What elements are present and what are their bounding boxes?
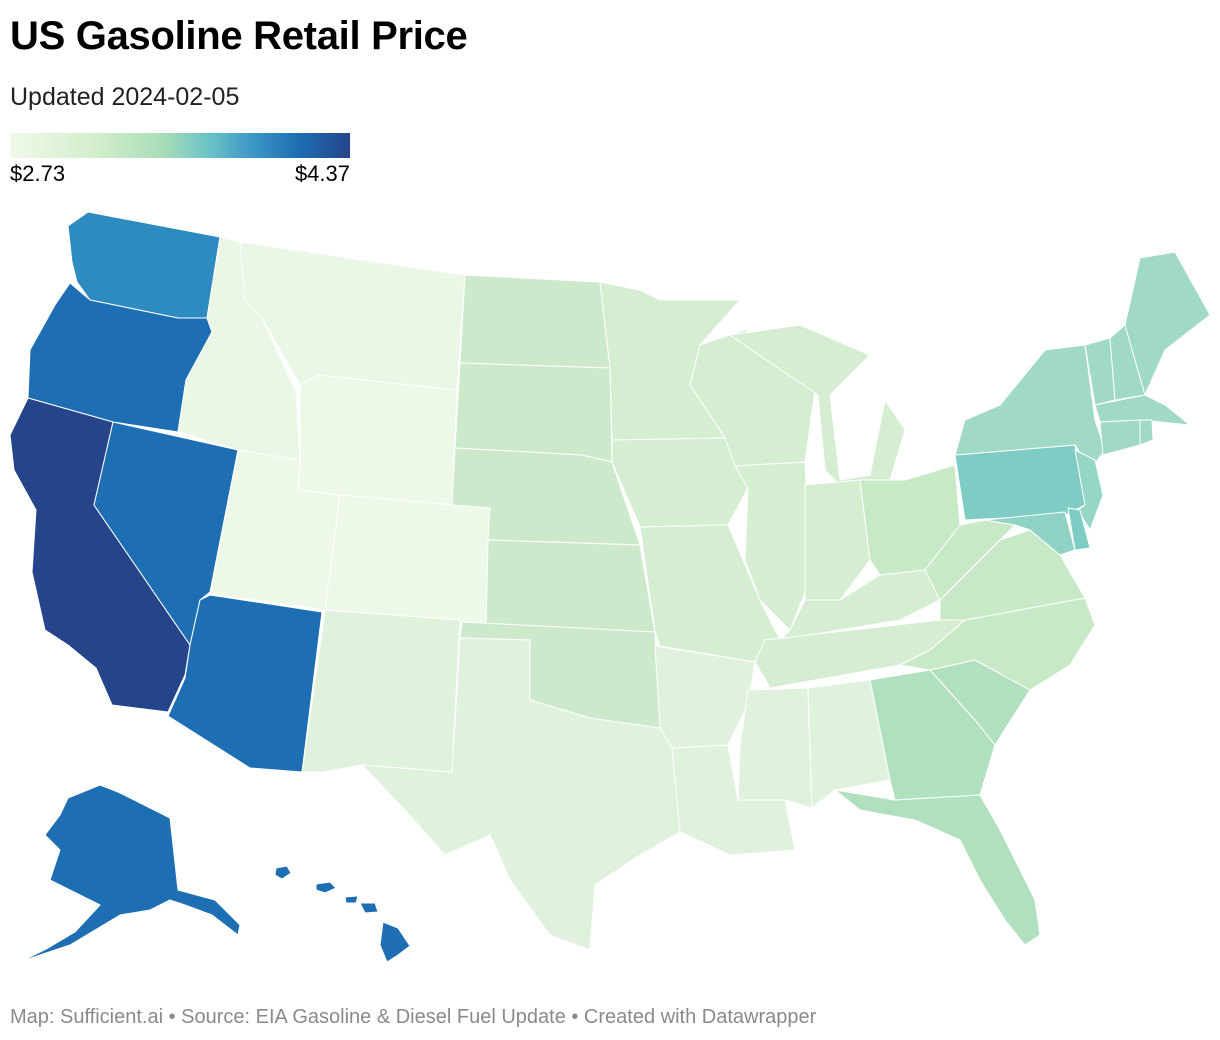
state-nc[interactable] [899, 597, 1096, 691]
state-hi[interactable] [274, 865, 411, 963]
attribution-footer: Map: Sufficient.ai • Source: EIA Gasolin… [10, 1006, 817, 1028]
state-ia[interactable] [611, 437, 749, 528]
chart-title: US Gasoline Retail Price [10, 14, 468, 58]
state-la[interactable] [671, 744, 796, 856]
state-ny[interactable] [954, 344, 1106, 471]
legend-max-label: $4.37 [294, 161, 350, 186]
state-md[interactable] [984, 511, 1076, 556]
state-ak[interactable] [19, 784, 241, 963]
state-mi[interactable] [729, 324, 906, 486]
us-map-svg [9, 211, 1211, 963]
state-ms[interactable] [737, 687, 813, 809]
state-fl[interactable] [834, 789, 1041, 946]
chart-subtitle: Updated 2024-02-05 [10, 83, 240, 111]
state-al[interactable] [807, 679, 891, 809]
state-ar[interactable] [654, 645, 756, 749]
state-ks[interactable] [485, 539, 656, 633]
state-sd[interactable] [454, 362, 613, 463]
state-nj[interactable] [1074, 449, 1104, 531]
color-legend: $2.73 $4.37 [10, 133, 350, 188]
state-tx[interactable] [361, 637, 681, 951]
state-az[interactable] [167, 594, 323, 773]
legend-min-label: $2.73 [10, 161, 66, 186]
state-il[interactable] [734, 461, 811, 631]
state-de[interactable] [1067, 507, 1091, 551]
state-wv[interactable] [924, 519, 1016, 601]
us-map [0, 195, 1220, 975]
state-ri[interactable] [1139, 419, 1154, 446]
state-ct[interactable] [1099, 419, 1141, 456]
state-nd[interactable] [459, 274, 611, 369]
state-nm[interactable] [301, 609, 461, 773]
state-in[interactable] [804, 479, 871, 601]
legend-gradient-bar [10, 133, 350, 158]
state-co[interactable] [324, 494, 491, 626]
state-pa[interactable] [954, 444, 1086, 521]
